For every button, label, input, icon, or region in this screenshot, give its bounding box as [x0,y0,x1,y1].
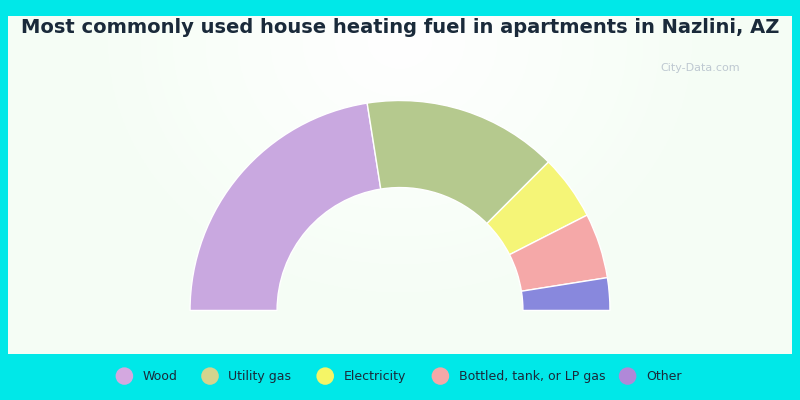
Wedge shape [510,215,607,291]
Wedge shape [367,100,549,224]
Text: Utility gas: Utility gas [229,370,291,382]
Ellipse shape [317,367,334,385]
Text: City-Data.com: City-Data.com [660,63,740,73]
Wedge shape [487,162,587,255]
Ellipse shape [619,367,637,385]
Text: Electricity: Electricity [344,370,406,382]
Text: Most commonly used house heating fuel in apartments in Nazlini, AZ: Most commonly used house heating fuel in… [21,18,779,37]
Ellipse shape [116,367,134,385]
Ellipse shape [432,367,450,385]
Text: Bottled, tank, or LP gas: Bottled, tank, or LP gas [459,370,606,382]
Wedge shape [522,278,610,310]
Wedge shape [190,103,381,310]
Text: Wood: Wood [143,370,178,382]
Ellipse shape [202,367,219,385]
Text: Other: Other [646,370,682,382]
